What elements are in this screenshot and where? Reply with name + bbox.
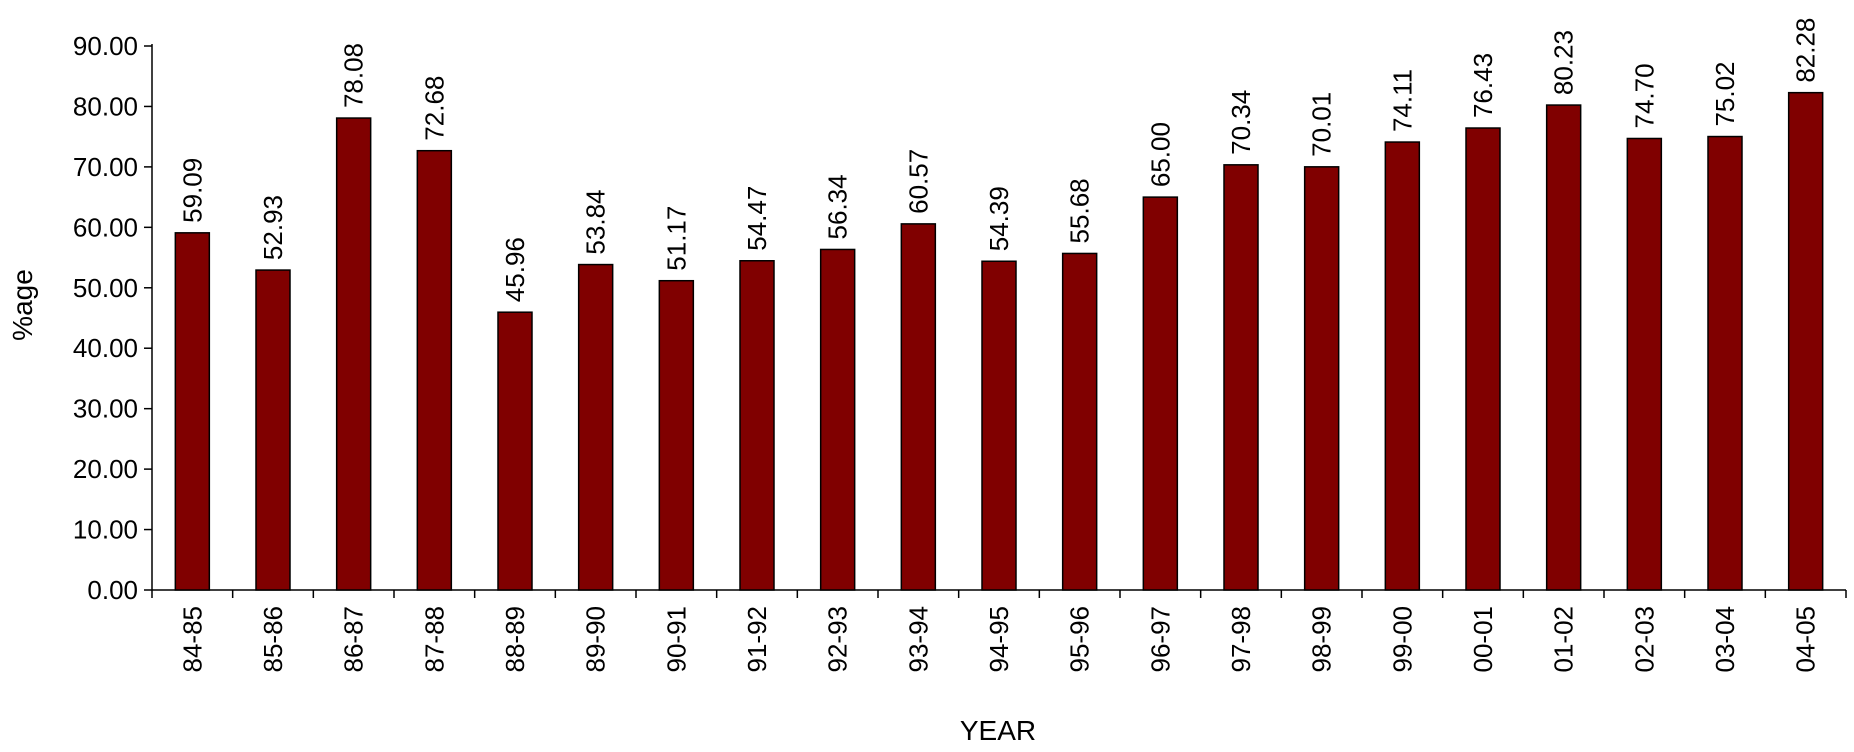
x-tick-label: 86-87 (339, 606, 369, 673)
bar (1465, 127, 1501, 591)
data-label: 72.68 (419, 76, 449, 141)
y-tick-label: 80.00 (73, 91, 138, 121)
bar (658, 279, 695, 591)
y-tick-label: 60.00 (73, 212, 138, 242)
x-axis-title: YEAR (960, 715, 1036, 746)
x-tick-label: 85-86 (258, 606, 288, 673)
bar (739, 260, 775, 591)
bar (335, 117, 372, 591)
x-tick-label: 89-90 (581, 606, 611, 673)
data-label: 70.34 (1226, 90, 1256, 155)
x-tick-label: 93-94 (903, 606, 933, 673)
data-label: 54.47 (742, 186, 772, 251)
x-tick-label: 87-88 (419, 606, 449, 673)
data-label: 70.01 (1307, 92, 1337, 157)
bar (1061, 252, 1098, 591)
data-label: 80.23 (1549, 30, 1579, 95)
data-label: 53.84 (581, 189, 611, 254)
x-tick-label: 98-99 (1307, 606, 1337, 673)
x-tick-label: 95-96 (1065, 606, 1095, 673)
bar (577, 263, 614, 591)
x-tick-label: 03-04 (1710, 606, 1740, 673)
y-tick-label: 30.00 (73, 394, 138, 424)
plot-area: 0.00 10.00 20.00 30.00 40.00 50.00 60.00 70.00 8… (73, 18, 1847, 673)
x-tick-label: 88-89 (500, 606, 530, 673)
bar (1545, 104, 1582, 591)
x-tick-label: 92-93 (823, 606, 853, 673)
x-tick-label: 99-00 (1387, 606, 1417, 673)
bar (1384, 141, 1421, 591)
x-tick-label: 84-85 (177, 606, 207, 673)
x-tick-label: 01-02 (1549, 606, 1579, 673)
bar (1142, 196, 1179, 591)
bar (1626, 137, 1663, 591)
data-label: 59.09 (177, 158, 207, 223)
data-label: 74.70 (1629, 63, 1659, 128)
bar (497, 311, 533, 591)
x-tick-label: 90-91 (661, 606, 691, 673)
data-label: 74.11 (1387, 69, 1417, 132)
data-label: 54.39 (984, 186, 1014, 251)
y-tick-label: 70.00 (73, 152, 138, 182)
bar (900, 223, 937, 591)
x-tick-label: 02-03 (1629, 606, 1659, 673)
data-label: 60.57 (903, 149, 933, 214)
y-tick-label: 20.00 (73, 454, 138, 484)
data-label: 56.34 (823, 174, 853, 239)
x-tick-label: 94-95 (984, 606, 1014, 673)
data-label: 75.02 (1710, 61, 1740, 126)
data-label: 78.08 (339, 43, 369, 108)
y-tick-label: 40.00 (73, 333, 138, 363)
y-axis-title: %age (7, 269, 38, 341)
bar (1787, 91, 1824, 591)
bar (819, 248, 856, 591)
data-label: 65.00 (1145, 122, 1175, 187)
data-label: 51.17 (661, 206, 691, 271)
x-tick-label: 00-01 (1468, 606, 1498, 673)
x-tick-label: 91-92 (742, 606, 772, 673)
y-tick-label: 10.00 (73, 515, 138, 545)
x-tick-label: 97-98 (1226, 606, 1256, 673)
x-tick-label: 96-97 (1145, 606, 1175, 673)
bar (1223, 164, 1259, 591)
data-label: 45.96 (500, 237, 530, 302)
y-tick-label: 90.00 (73, 31, 138, 61)
data-label: 82.28 (1791, 18, 1821, 83)
bar (981, 260, 1017, 591)
data-label: 52.93 (258, 195, 288, 260)
bar (1707, 135, 1743, 591)
x-tick-label: 04-05 (1791, 606, 1821, 673)
bar (174, 232, 211, 591)
y-tick-label: 0.00 (87, 575, 138, 605)
bar (255, 269, 291, 591)
data-label: 76.43 (1468, 53, 1498, 118)
bar (1303, 166, 1340, 591)
y-tick-label: 50.00 (73, 273, 138, 303)
bar (416, 149, 453, 591)
data-label: 55.68 (1065, 178, 1095, 243)
